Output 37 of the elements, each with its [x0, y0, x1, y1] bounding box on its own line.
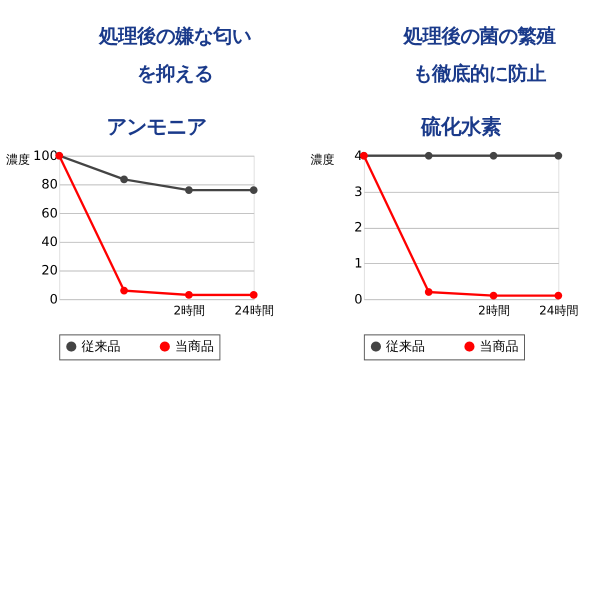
point: [490, 292, 498, 300]
y-tick-label: 2: [354, 220, 362, 236]
x-tick-label: 2時間: [174, 304, 206, 318]
text: 処理後の菌の繁殖: [402, 24, 556, 48]
chart-title: 硫化水素: [420, 114, 502, 138]
y-tick-label: 60: [41, 206, 58, 222]
y-tick-label: 20: [41, 264, 58, 279]
point: [424, 288, 433, 296]
point: [250, 186, 258, 194]
legend-label: 当商品: [480, 339, 519, 354]
x-tick-label: 2時間: [478, 304, 510, 318]
point: [490, 152, 498, 160]
point: [554, 292, 562, 300]
legend-label: 当商品: [175, 339, 214, 354]
point: [424, 152, 433, 160]
y-tick-label: 40: [41, 234, 58, 250]
y-tick-label: 0: [50, 292, 58, 308]
legend-label: 従来品: [81, 339, 120, 354]
x-tick-label: 24時間: [539, 304, 578, 318]
point: [185, 291, 193, 299]
x-tick-label: 24時間: [234, 304, 274, 318]
y-tick-label: 3: [354, 184, 362, 200]
legend-label: 従来品: [386, 339, 426, 354]
point: [185, 186, 193, 194]
text: も徹底的に防止: [413, 62, 546, 85]
y-tick-label: 0: [354, 292, 362, 308]
point: [250, 291, 258, 299]
y-axis-title: 濃度: [310, 152, 335, 167]
y-tick-label: 1: [354, 256, 362, 272]
point: [120, 286, 128, 294]
y-tick-label: 80: [41, 178, 58, 193]
chart-title: アンモニア: [106, 114, 206, 138]
y-axis-title: 濃度: [6, 152, 30, 167]
text: を抑える: [137, 62, 213, 85]
point: [554, 152, 562, 160]
point: [120, 176, 128, 184]
text: 処理後の嫌な匂い: [98, 24, 251, 48]
